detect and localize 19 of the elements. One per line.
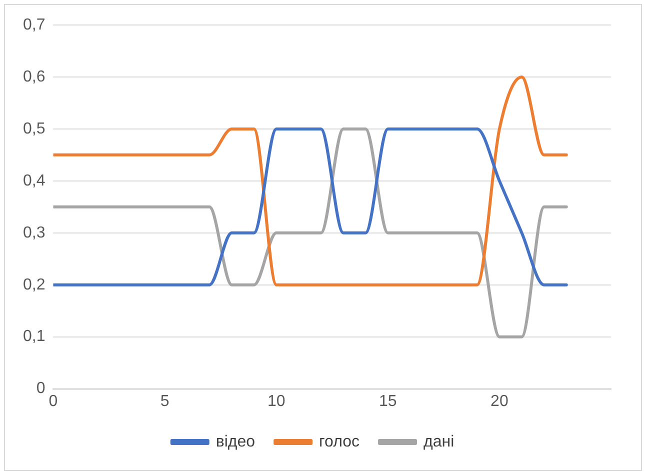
x-tick-label: 15 — [379, 392, 397, 410]
x-tick-label: 0 — [48, 392, 58, 410]
y-tick-label: 0,1 — [22, 328, 46, 346]
line-series — [53, 127, 568, 286]
y-tick-label: 0,2 — [22, 276, 46, 294]
y-tick-label: 0,5 — [22, 120, 46, 138]
x-tick-label: 5 — [160, 392, 170, 410]
y-tick-label: 0,3 — [22, 224, 46, 242]
legend-label: голос — [319, 433, 360, 450]
y-tick-label: 0,4 — [22, 172, 46, 190]
legend-label: дані — [424, 433, 454, 450]
y-tick-label: 0 — [36, 380, 46, 398]
line-series — [53, 75, 568, 286]
legend-label: відео — [216, 433, 256, 450]
x-tick-label: 10 — [267, 392, 286, 410]
y-tick-label: 0,6 — [22, 68, 46, 86]
x-tick-label: 20 — [490, 392, 508, 410]
y-tick-label: 0,7 — [22, 16, 46, 34]
line-series — [53, 127, 568, 338]
